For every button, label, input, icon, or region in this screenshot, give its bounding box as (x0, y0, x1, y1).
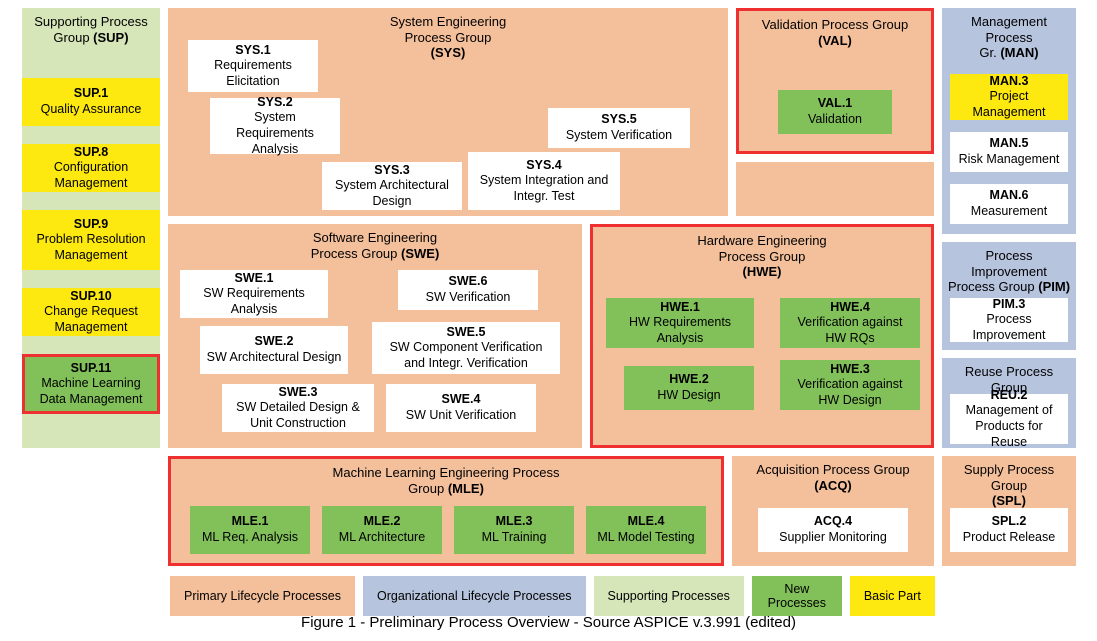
box-mle1: MLE.1ML Req. Analysis (190, 506, 310, 554)
box-mle2: MLE.2ML Architecture (322, 506, 442, 554)
box-sup1: SUP.1Quality Assurance (22, 78, 160, 126)
group-pim-title: Process Improvement Process Group (PIM) (942, 246, 1076, 297)
box-sys4: SYS.4System Integration and Integr. Test (468, 152, 620, 210)
group-sys-title: System Engineering Process Group(SYS) (308, 12, 588, 63)
group-hwe-title: Hardware Engineering Process Group(HWE) (593, 231, 931, 282)
box-man6: MAN.6Measurement (950, 184, 1068, 224)
box-swe1: SWE.1SW Requirements Analysis (180, 270, 328, 318)
group-spl-title: Supply Process Group(SPL) (942, 460, 1076, 511)
group-swe-title: Software Engineering Process Group (SWE) (260, 228, 490, 263)
group-acq-title: Acquisition Process Group(ACQ) (732, 460, 934, 495)
box-spl2: SPL.2Product Release (950, 508, 1068, 552)
box-sup11: SUP.11Machine Learning Data Management (22, 354, 160, 414)
box-val1: VAL.1Validation (778, 90, 892, 134)
box-sys5: SYS.5System Verification (548, 108, 690, 148)
diagram-canvas: Supporting Process Group (SUP) SUP.1Qual… (0, 0, 1097, 637)
box-sup8: SUP.8Configuration Management (22, 144, 160, 192)
box-hwe3: HWE.3Verification against HW Design (780, 360, 920, 410)
box-swe3: SWE.3SW Detailed Design & Unit Construct… (222, 384, 374, 432)
group-sup-title: Supporting Process Group (SUP) (22, 12, 160, 47)
group-man-title: Management Process Gr. (MAN) (942, 12, 1076, 63)
box-pim3: PIM.3Process Improvement (950, 298, 1068, 342)
group-mle-title: Machine Learning Engineering Process Gro… (296, 463, 596, 498)
box-sys1: SYS.1Requirements Elicitation (188, 40, 318, 92)
box-mle3: MLE.3ML Training (454, 506, 574, 554)
box-hwe1: HWE.1HW Requirements Analysis (606, 298, 754, 348)
box-man5: MAN.5Risk Management (950, 132, 1068, 172)
group-val-sliver (736, 162, 934, 216)
box-acq4: ACQ.4Supplier Monitoring (758, 508, 908, 552)
figure-caption: Figure 1 - Preliminary Process Overview … (0, 606, 1097, 641)
box-swe4: SWE.4SW Unit Verification (386, 384, 536, 432)
box-mle4: MLE.4ML Model Testing (586, 506, 706, 554)
box-sys2: SYS.2System Requirements Analysis (210, 98, 340, 154)
box-sup10: SUP.10Change Request Management (22, 288, 160, 336)
box-sup9: SUP.9Problem Resolution Management (22, 210, 160, 270)
box-swe6: SWE.6SW Verification (398, 270, 538, 310)
group-val-title: Validation Process Group(VAL) (739, 15, 931, 50)
box-reu2: REU.2Management of Products for Reuse (950, 394, 1068, 444)
box-hwe2: HWE.2HW Design (624, 366, 754, 410)
box-man3: MAN.3Project Management (950, 74, 1068, 120)
box-swe2: SWE.2SW Architectural Design (200, 326, 348, 374)
box-sys3: SYS.3System Architectural Design (322, 162, 462, 210)
box-hwe4: HWE.4Verification against HW RQs (780, 298, 920, 348)
box-swe5: SWE.5SW Component Verification and Integ… (372, 322, 560, 374)
